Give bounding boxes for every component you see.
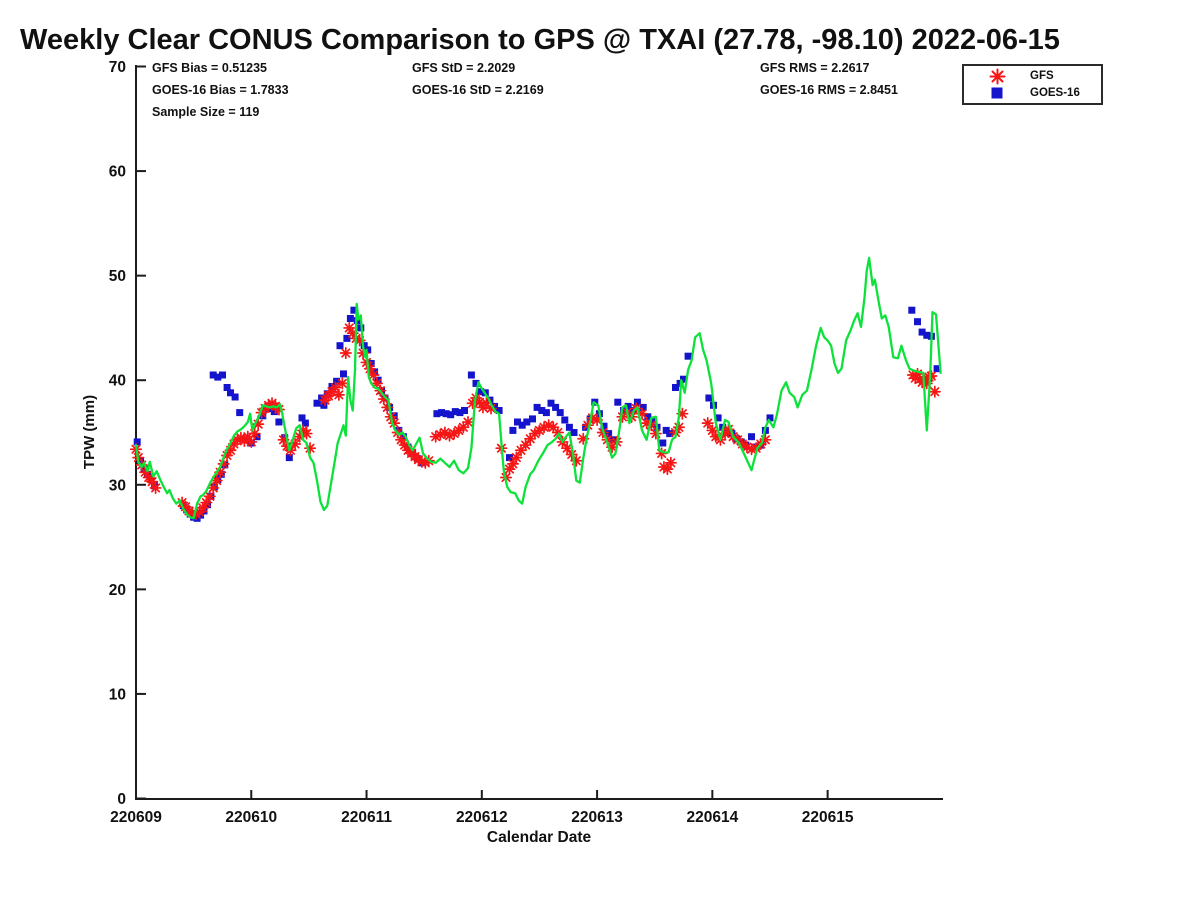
legend-label-goes16: GOES-16 [1030,87,1080,99]
x-tick-label: 220611 [341,809,392,826]
goes16-scatter-series [133,306,941,522]
y-tick-label: 20 [109,582,126,599]
y-tick-label: 0 [117,791,126,808]
y-axis-label: TPW (mm) [81,395,98,469]
legend-item-gfs: GFS [964,68,1101,85]
y-tick-label: 40 [109,373,126,390]
y-tick-label: 60 [109,164,126,181]
stat-gfs-bias: GFS Bias = 0.51235 [152,61,268,75]
tick-labels: 0 10 20 30 40 50 60 70 220609 220610 220611 220612 2… [109,59,854,826]
stat-sample-size: Sample Size = 119 [152,105,260,119]
stat-gfs-rms: GFS RMS = 2.2617 [760,61,870,75]
stat-goes16-std: GOES-16 StD = 2.2169 [412,83,544,97]
y-tick-label: 70 [109,59,126,76]
legend-box: GFS GOES-16 [962,64,1103,105]
page-title: Weekly Clear CONUS Comparison to GPS @ T… [20,24,1060,56]
legend-item-goes16: GOES-16 [964,85,1101,102]
x-tick-label: 220614 [686,809,738,826]
stat-gfs-std: GFS StD = 2.2029 [412,61,516,75]
asterisk-icon [964,68,1030,85]
gps-line-series [134,256,942,520]
x-tick-label: 220613 [571,809,623,826]
stat-goes16-bias: GOES-16 Bias = 1.7833 [152,83,289,97]
legend-label-gfs: GFS [1030,70,1054,82]
axes [135,65,943,800]
stat-goes16-rms: GOES-16 RMS = 2.8451 [760,83,898,97]
x-tick-label: 220609 [110,809,162,826]
x-tick-label: 220612 [456,809,508,826]
x-axis-label: Calendar Date [487,829,592,846]
y-tick-label: 30 [109,477,126,494]
x-tick-label: 220615 [802,809,854,826]
y-tick-label: 10 [109,686,126,703]
x-tick-label: 220610 [225,809,277,826]
y-tick-label: 50 [109,268,126,285]
square-icon [964,87,1030,99]
